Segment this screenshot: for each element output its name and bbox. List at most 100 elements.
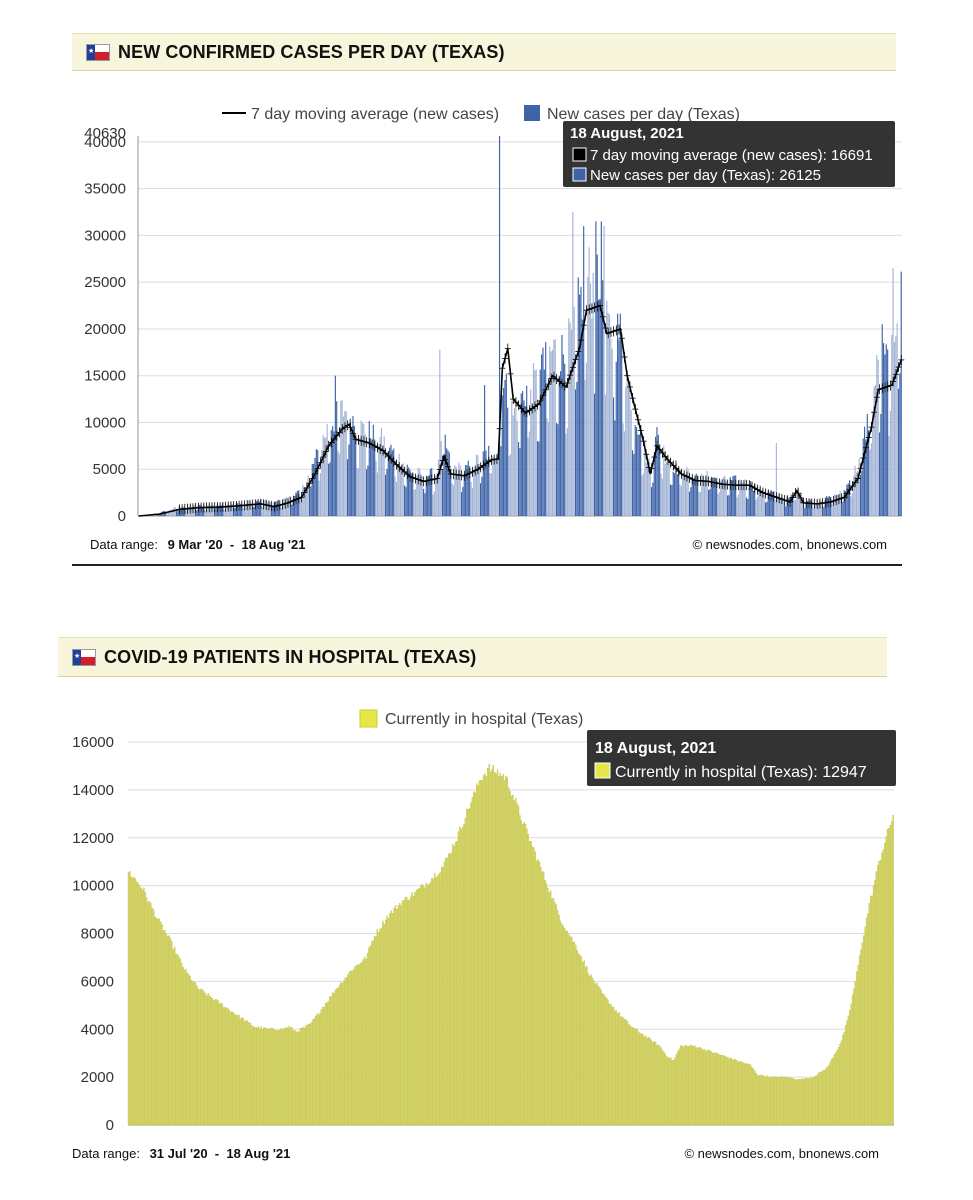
hospital-bar[interactable] [678,1048,680,1126]
hospital-bar[interactable] [886,829,889,1126]
hospital-bar[interactable] [654,1041,657,1126]
hospital-bar[interactable] [243,1021,246,1126]
hospital-bar[interactable] [280,1028,282,1126]
cases-bar[interactable] [488,445,490,516]
hospital-bar[interactable] [215,999,218,1126]
cases-bar[interactable] [842,502,844,516]
hospital-bar[interactable] [464,817,467,1126]
hospital-bar[interactable] [336,988,338,1126]
cases-bar[interactable] [568,318,570,516]
hospital-bar[interactable] [480,780,482,1126]
cases-bar[interactable] [329,462,331,516]
cases-bar[interactable] [365,469,368,516]
hospital-bar[interactable] [394,905,397,1126]
hospital-bar[interactable] [582,961,584,1126]
cases-bar[interactable] [663,445,665,516]
hospital-bar[interactable] [129,871,131,1126]
hospital-bar[interactable] [766,1075,768,1126]
hospital-bar[interactable] [503,779,506,1126]
hospital-bar[interactable] [628,1024,630,1126]
hospital-bar[interactable] [870,895,872,1126]
hospital-bar[interactable] [819,1071,822,1126]
cases-bar[interactable] [794,499,796,516]
cases-bar[interactable] [702,475,704,516]
hospital-bar[interactable] [703,1048,706,1126]
hospital-bar[interactable] [249,1022,251,1126]
hospital-bar[interactable] [323,1006,325,1126]
hospital-bar[interactable] [186,972,188,1126]
hospital-bar[interactable] [326,1002,328,1126]
cases-bar[interactable] [247,500,250,516]
cases-bar[interactable] [410,473,412,516]
hospital-bar[interactable] [625,1019,627,1126]
cases-bar[interactable] [325,437,327,516]
hospital-bar[interactable] [320,1009,323,1126]
cases-bar[interactable] [547,421,549,516]
hospital-bar[interactable] [846,1020,848,1126]
cases-bar[interactable] [507,407,509,516]
hospital-bar[interactable] [404,897,406,1126]
cases-bar[interactable] [828,495,830,516]
hospital-bar[interactable] [489,771,492,1126]
hospital-bar[interactable] [159,921,162,1126]
hospital-bar[interactable] [133,876,135,1126]
cases-bar[interactable] [238,505,240,516]
cases-bar[interactable] [375,460,377,516]
cases-bar[interactable] [412,472,414,516]
hospital-bar[interactable] [724,1056,727,1126]
cases-bar[interactable] [508,455,510,516]
cases-bar[interactable] [804,507,806,516]
hospital-bar[interactable] [347,974,349,1126]
hospital-bar[interactable] [791,1077,794,1126]
hospital-bar[interactable] [417,889,419,1126]
cases-bar[interactable] [332,426,334,516]
hospital-bar[interactable] [570,936,573,1126]
hospital-bar[interactable] [547,887,549,1126]
cases-bar[interactable] [760,491,763,516]
hospital-bar[interactable] [146,897,148,1126]
hospital-bar[interactable] [626,1021,629,1126]
cases-bar[interactable] [764,502,767,516]
hospital-bar[interactable] [481,779,483,1126]
hospital-bar[interactable] [176,954,179,1126]
cases-bar[interactable] [500,446,502,516]
hospital-bar[interactable] [842,1035,844,1126]
cases-bar[interactable] [657,434,659,516]
hospital-bar[interactable] [194,982,197,1126]
cases-bar[interactable] [539,369,541,516]
hospital-bar[interactable] [849,1010,851,1126]
hospital-bar[interactable] [220,1002,222,1126]
hospital-bar[interactable] [632,1027,634,1126]
hospital-bar[interactable] [836,1049,838,1126]
cases-bar[interactable] [520,393,522,516]
hospital-bar[interactable] [533,847,535,1126]
cases-bar[interactable] [232,508,235,516]
hospital-bar[interactable] [355,965,358,1126]
cases-bar[interactable] [226,504,228,516]
hospital-bar[interactable] [474,792,476,1126]
cases-bar[interactable] [593,393,596,516]
hospital-bar[interactable] [168,935,170,1126]
cases-bar[interactable] [433,491,435,516]
hospital-bar[interactable] [385,919,387,1126]
hospital-bar[interactable] [496,769,499,1126]
cases-bar[interactable] [592,272,594,516]
cases-bar[interactable] [346,459,349,516]
cases-bar[interactable] [895,336,897,516]
cases-bar[interactable] [602,280,604,516]
hospital-bar[interactable] [193,981,195,1126]
cases-bar[interactable] [888,436,890,516]
cases-bar[interactable] [401,468,403,516]
cases-bar[interactable] [736,497,738,516]
hospital-bar[interactable] [294,1030,296,1126]
cases-bar[interactable] [876,355,878,516]
hospital-bar[interactable] [201,989,204,1126]
hospital-bar[interactable] [450,852,453,1126]
hospital-bar[interactable] [772,1076,774,1126]
cases-bar[interactable] [531,404,533,516]
hospital-bar[interactable] [429,882,432,1126]
hospital-bar[interactable] [713,1052,715,1126]
cases-bar[interactable] [560,371,562,516]
cases-bar[interactable] [512,415,514,516]
hospital-bar[interactable] [487,767,489,1126]
